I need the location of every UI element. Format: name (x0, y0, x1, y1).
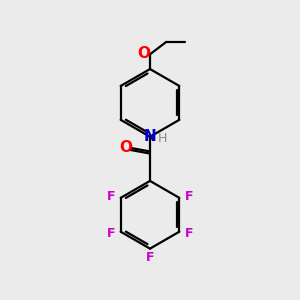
Text: F: F (146, 251, 154, 264)
Text: N: N (144, 129, 156, 144)
Text: O: O (137, 46, 150, 61)
Text: O: O (119, 140, 132, 155)
Text: F: F (184, 227, 193, 240)
Text: F: F (107, 190, 116, 203)
Text: F: F (107, 227, 116, 240)
Text: F: F (184, 190, 193, 203)
Text: H: H (158, 132, 167, 145)
